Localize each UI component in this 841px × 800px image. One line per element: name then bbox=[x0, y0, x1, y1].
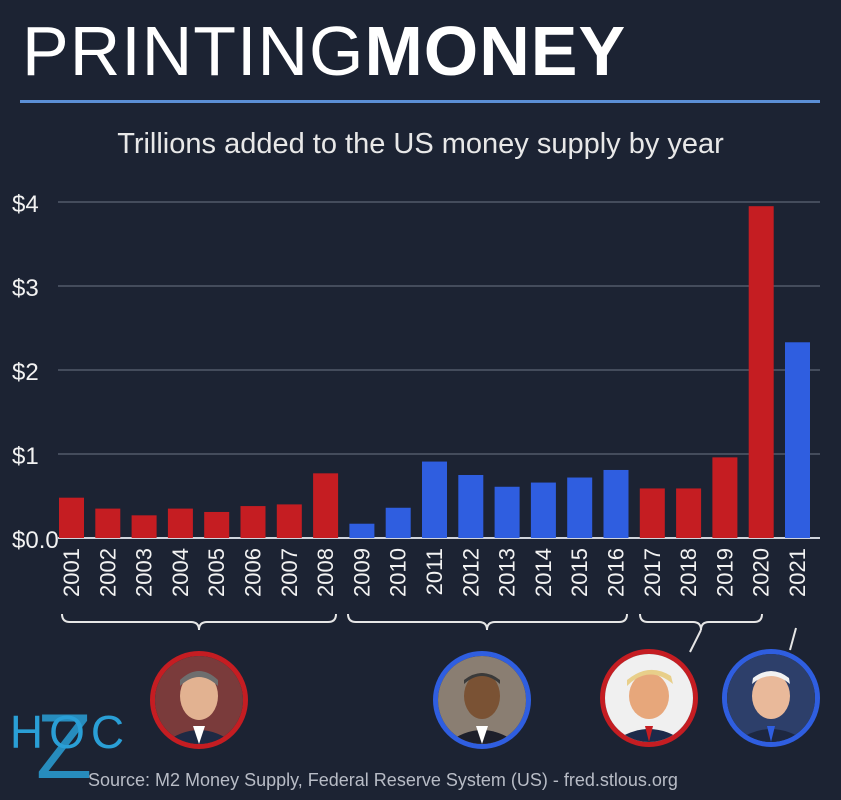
y-tick-label: $0.0 bbox=[12, 527, 59, 554]
x-tick-label: 2003 bbox=[132, 548, 157, 597]
x-tick-label: 2006 bbox=[241, 548, 266, 597]
bar-chart: $0.0 $1 $2 $3 $4 2001 2002 2003 2004 2005 2006 2007… bbox=[12, 191, 820, 653]
x-tick-label: 2004 bbox=[168, 548, 193, 597]
bar-2015 bbox=[567, 477, 593, 538]
portrait-obama bbox=[433, 651, 531, 749]
brace-connector bbox=[689, 629, 702, 653]
hoc-logo-icon: Z HOC bbox=[10, 696, 130, 798]
x-tick-label: 2011 bbox=[422, 548, 447, 595]
bar-2010 bbox=[385, 507, 411, 538]
source-note: Source: M2 Money Supply, Federal Reserve… bbox=[88, 770, 678, 790]
bar-2003 bbox=[131, 515, 157, 538]
bar-2021 bbox=[785, 342, 810, 538]
x-tick-label: 2005 bbox=[204, 548, 229, 597]
bar-2013 bbox=[494, 486, 520, 538]
x-tick-label: 2001 bbox=[59, 548, 84, 597]
portrait-bush bbox=[150, 651, 248, 749]
portrait-biden bbox=[722, 649, 820, 747]
bar-2016 bbox=[603, 469, 629, 538]
bar-2005 bbox=[204, 511, 230, 538]
president-portrait-icon bbox=[438, 656, 526, 744]
president-portrait-icon bbox=[727, 654, 815, 742]
x-tick-label: 2013 bbox=[495, 548, 520, 597]
bar-2006 bbox=[240, 506, 266, 538]
x-tick-label: 2015 bbox=[567, 548, 592, 597]
y-tick-label: $1 bbox=[12, 443, 39, 470]
x-tick-label: 2018 bbox=[676, 548, 701, 597]
title-divider bbox=[20, 100, 820, 103]
portrait-trump bbox=[600, 649, 698, 747]
bar-2019 bbox=[712, 457, 738, 538]
year-group-brace bbox=[347, 613, 628, 631]
x-tick-label: 2008 bbox=[313, 548, 338, 597]
year-connector-2021 bbox=[789, 627, 797, 651]
hoc-logo: Z HOC bbox=[6, 690, 136, 798]
chart-subtitle: Trillions added to the US money supply b… bbox=[117, 128, 724, 160]
president-portrait-icon bbox=[605, 654, 693, 742]
bar-2014 bbox=[530, 482, 556, 538]
page-title: PRINTINGMONEY bbox=[22, 6, 626, 96]
y-tick-label: $2 bbox=[12, 359, 39, 386]
bar-2012 bbox=[458, 475, 484, 538]
year-group-brace bbox=[61, 613, 337, 631]
bar-2004 bbox=[167, 508, 193, 538]
x-tick-label: 2012 bbox=[458, 548, 483, 597]
bar-2018 bbox=[676, 488, 702, 538]
bar-2002 bbox=[95, 508, 121, 538]
bar-2001 bbox=[59, 497, 84, 538]
title-part2: MONEY bbox=[364, 12, 627, 90]
x-tick-label: 2020 bbox=[749, 548, 774, 597]
x-tick-label: 2010 bbox=[386, 548, 411, 597]
president-portrait-icon bbox=[155, 656, 243, 744]
bar-2007 bbox=[276, 504, 302, 538]
x-tick-label: 2009 bbox=[349, 548, 374, 597]
bar-2011 bbox=[422, 461, 447, 538]
bar-2017 bbox=[639, 488, 665, 538]
x-tick-label: 2017 bbox=[640, 548, 665, 597]
bar-2009 bbox=[349, 523, 375, 538]
svg-text:HOC: HOC bbox=[10, 706, 130, 758]
y-tick-label: $3 bbox=[12, 275, 39, 302]
x-tick-label: 2016 bbox=[604, 548, 629, 597]
y-tick-label: $4 bbox=[12, 191, 39, 218]
bar-2008 bbox=[313, 473, 339, 538]
title-part1: PRINTING bbox=[22, 12, 365, 90]
x-tick-label: 2021 bbox=[785, 548, 810, 597]
year-group-brace bbox=[639, 613, 763, 631]
bar-2020 bbox=[748, 206, 774, 538]
x-tick-label: 2019 bbox=[712, 548, 737, 597]
x-tick-label: 2014 bbox=[531, 548, 556, 597]
x-tick-label: 2007 bbox=[277, 548, 302, 597]
x-tick-label: 2002 bbox=[95, 548, 120, 597]
